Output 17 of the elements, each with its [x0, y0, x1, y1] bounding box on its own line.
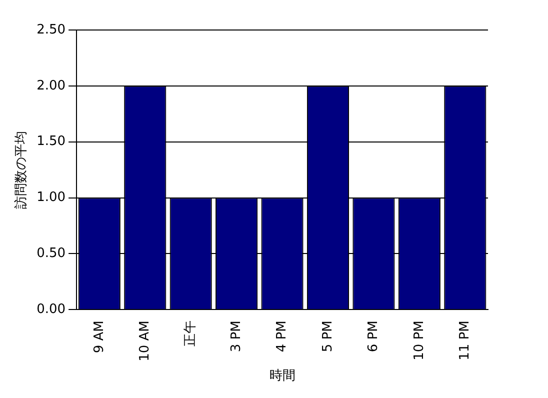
x-axis-title: 時間	[269, 368, 296, 384]
y-tick-label: 1.50	[36, 134, 66, 150]
y-axis-title: 訪問数の平均	[14, 130, 30, 209]
y-tick-label: 2.50	[36, 22, 66, 38]
y-tick-label: 1.00	[36, 190, 66, 206]
x-tick-label: 3 PM	[228, 320, 244, 352]
x-tick-label: 5 PM	[320, 320, 336, 352]
y-tick-label: 0.00	[36, 302, 66, 317]
x-tick-label: 10 PM	[412, 320, 427, 360]
y-tick-label: 0.50	[36, 246, 66, 262]
x-tick-label: 正午	[183, 320, 198, 347]
x-tick-label: 9 AM	[92, 320, 107, 354]
x-tick-label: 6 PM	[366, 320, 382, 352]
y-tick-label: 2.00	[36, 78, 66, 94]
x-tick-label: 4 PM	[274, 320, 290, 352]
x-tick-label: 10 AM	[137, 320, 152, 362]
x-tick-label: 11 PM	[458, 320, 473, 360]
